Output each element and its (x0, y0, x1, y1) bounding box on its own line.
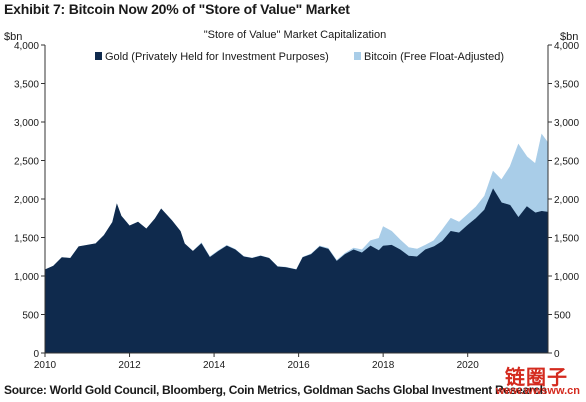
y-tick-label-left: 0 (33, 349, 39, 360)
x-tick-label: 2020 (457, 360, 480, 371)
exhibit-title: Exhibit 7: Bitcoin Now 20% of "Store of … (4, 1, 350, 17)
legend-swatch-bitcoin (354, 52, 361, 60)
y-tick-label-right: 3,000 (554, 118, 579, 129)
y-axis-unit-right: $bn (560, 31, 578, 43)
y-tick-label-right: 2,000 (554, 195, 579, 206)
y-tick-label-left: 500 (22, 311, 39, 322)
x-tick-label: 2010 (34, 360, 57, 371)
legend-label-bitcoin: Bitcoin (Free Float-Adjusted) (364, 51, 504, 63)
y-tick-label-right: 500 (554, 311, 571, 322)
y-tick-label-right: 1,000 (554, 272, 579, 283)
y-tick-label-right: 1,500 (554, 234, 579, 245)
y-tick-label-right: 0 (554, 349, 560, 360)
chart-title: "Store of Value" Market Capitalization (204, 29, 386, 41)
chart-legend: Gold (Privately Held for Investment Purp… (95, 51, 504, 63)
legend-swatch-gold (95, 52, 102, 60)
y-tick-label-left: 3,500 (14, 80, 39, 91)
x-tick-label: 2016 (287, 360, 310, 371)
y-tick-label-left: 1,500 (14, 234, 39, 245)
y-tick-label-right: 3,500 (554, 80, 579, 91)
watermark-text: 链圈子 (505, 367, 568, 389)
x-tick-label: 2012 (118, 360, 141, 371)
source-note: Source: World Gold Council, Bloomberg, C… (4, 383, 547, 397)
x-tick-label: 2014 (203, 360, 226, 371)
x-tick-label: 2018 (372, 360, 395, 371)
y-tick-label-right: 4,000 (554, 41, 579, 52)
watermark-url: www.wwsww.cn (495, 385, 580, 397)
y-tick-label-left: 3,000 (14, 118, 39, 129)
watermark-logo: 链圈子 www.wwsww.cn (490, 360, 582, 402)
y-tick-label-left: 2,500 (14, 157, 39, 168)
left-axis-ticks: 0 500 1,000 1,500 2,000 2,500 3,000 3,500 4,000 (14, 41, 45, 360)
right-axis-ticks: 0 500 1,000 1,500 2,000 2,500 3,000 3,500 4,000 (548, 41, 579, 360)
y-tick-label-right: 2,500 (554, 157, 579, 168)
y-tick-label-left: 2,000 (14, 195, 39, 206)
x-axis-ticks: 2010 2012 2014 2016 2018 2020 (34, 353, 479, 371)
y-tick-label-left: 4,000 (14, 41, 39, 52)
legend-label-gold: Gold (Privately Held for Investment Purp… (105, 51, 329, 63)
y-tick-label-left: 1,000 (14, 272, 39, 283)
y-axis-unit-left: $bn (4, 31, 22, 43)
